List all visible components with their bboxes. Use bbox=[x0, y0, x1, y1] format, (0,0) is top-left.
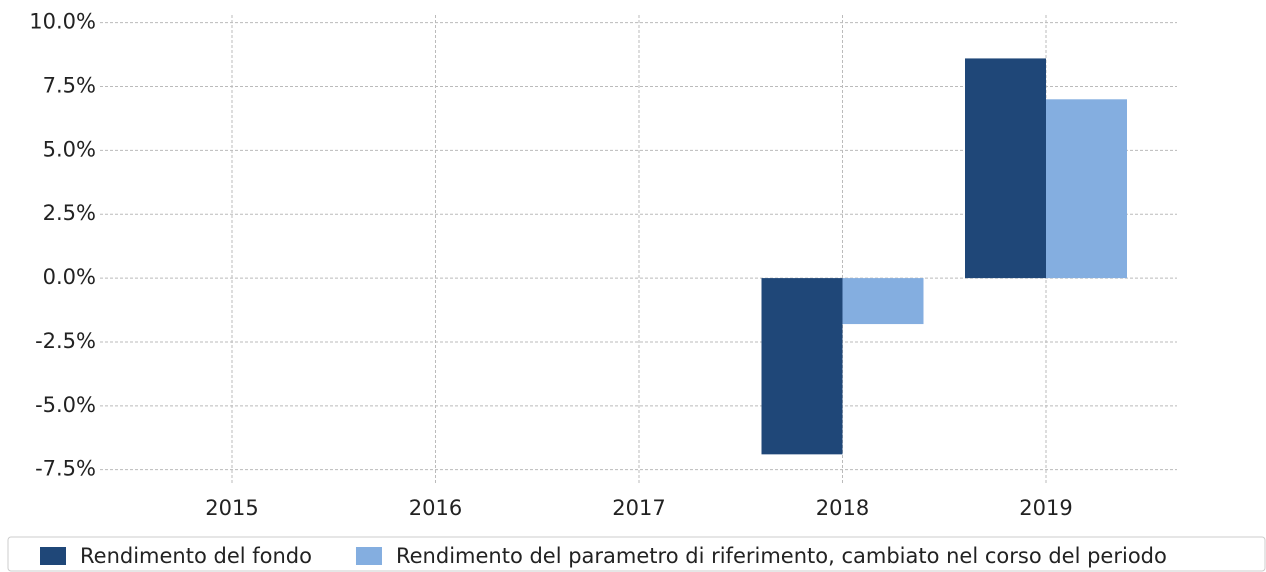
y-tick-label: -2.5% bbox=[35, 329, 96, 353]
legend-swatch bbox=[355, 547, 382, 565]
legend-box bbox=[7, 536, 1266, 572]
y-tick-label: 5.0% bbox=[43, 137, 96, 161]
legend-label: Rendimento del parametro di riferimento,… bbox=[396, 544, 1167, 568]
y-tick-label: 10.0% bbox=[29, 10, 96, 34]
x-tick-label: 2018 bbox=[816, 496, 869, 520]
y-tick-label: 0.0% bbox=[43, 265, 96, 289]
y-tick-label: -5.0% bbox=[35, 393, 96, 417]
bar bbox=[761, 278, 843, 455]
y-tick-label: 2.5% bbox=[43, 201, 96, 225]
bar bbox=[1046, 99, 1127, 279]
x-tick-label: 2019 bbox=[1019, 496, 1072, 520]
bar bbox=[965, 58, 1046, 279]
bar bbox=[842, 278, 924, 325]
x-tick-label: 2015 bbox=[205, 496, 258, 520]
y-tick-label: 7.5% bbox=[43, 74, 96, 98]
x-tick-label: 2016 bbox=[409, 496, 462, 520]
legend-label: Rendimento del fondo bbox=[80, 544, 312, 568]
legend-swatch bbox=[40, 547, 66, 565]
y-tick-label: -7.5% bbox=[35, 457, 96, 481]
x-tick-label: 2017 bbox=[612, 496, 665, 520]
